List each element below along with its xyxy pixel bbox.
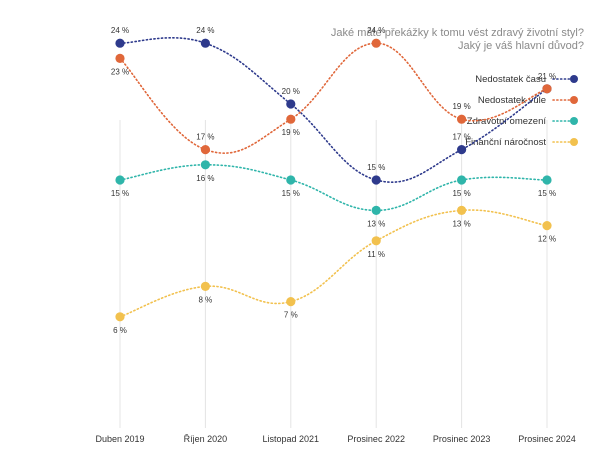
data-label: 13 %: [452, 219, 470, 228]
data-label: 15 %: [367, 163, 385, 172]
data-point: [371, 205, 381, 215]
legend-label: Zdravotní omezení: [467, 116, 547, 127]
data-label: 15 %: [452, 189, 470, 198]
data-label: 15 %: [538, 189, 556, 198]
legend-item: Zdravotní omezení: [467, 116, 578, 127]
data-label: 11 %: [367, 250, 385, 259]
data-label: 19 %: [282, 128, 300, 137]
data-label: 21 %: [538, 72, 556, 81]
data-point: [371, 175, 381, 185]
data-points: [115, 38, 552, 322]
data-label: 15 %: [111, 189, 129, 198]
data-label: 19 %: [452, 102, 470, 111]
data-point: [457, 114, 467, 124]
data-point: [371, 236, 381, 246]
data-point: [542, 84, 552, 94]
series-line: [119, 209, 548, 318]
data-point: [542, 221, 552, 231]
legend-item: Nedostatek času: [475, 74, 578, 85]
data-point: [200, 145, 210, 155]
legend-label: Nedostatek času: [475, 74, 546, 85]
x-axis-ticks: Duben 2019 Říjen 2020 Listopad 2021 Prosine…: [95, 434, 575, 444]
title-line-1: Jaké máte překážky k tomu vést zdravý ži…: [331, 27, 584, 39]
data-label: 7 %: [284, 311, 298, 320]
legend-marker: [570, 75, 578, 83]
data-point: [286, 114, 296, 124]
x-tick-label: Listopad 2021: [263, 434, 320, 444]
data-point: [200, 160, 210, 170]
legend-marker: [570, 138, 578, 146]
data-point: [115, 53, 125, 64]
legend-item: Nedostatek vůle: [478, 95, 578, 106]
data-point: [371, 38, 381, 48]
x-tick-label: Prosinec 2022: [347, 434, 405, 444]
data-label: 17 %: [452, 133, 470, 142]
legend-label: Nedostatek vůle: [478, 95, 546, 106]
data-point: [200, 38, 210, 48]
data-point: [457, 205, 467, 215]
x-tick-label: Prosinec 2023: [433, 434, 491, 444]
series-line: [119, 42, 548, 154]
legend-marker: [570, 117, 578, 125]
legend-item: Finanční náročnost: [465, 137, 578, 148]
title-line-2: Jaký je váš hlavní důvod?: [458, 40, 584, 52]
data-label: 24 %: [367, 26, 385, 35]
data-point: [457, 175, 467, 185]
x-tick-label: Duben 2019: [95, 434, 144, 444]
series-line: [119, 163, 548, 212]
data-label: 15 %: [282, 189, 300, 198]
data-label: 12 %: [538, 235, 556, 244]
data-point: [542, 175, 552, 185]
data-label: 20 %: [282, 87, 300, 96]
data-point: [286, 175, 296, 185]
data-point: [115, 175, 125, 185]
data-label: 24 %: [111, 26, 129, 35]
legend-label: Finanční náročnost: [465, 137, 546, 148]
x-tick-label: Prosinec 2024: [518, 434, 576, 444]
data-label: 23 %: [111, 67, 129, 76]
gridlines: [119, 120, 548, 428]
series-line: [119, 37, 548, 183]
legend-marker: [570, 96, 578, 104]
legend: Nedostatek času Nedostatek vůle Zdravotní …: [465, 74, 578, 148]
data-label: 13 %: [367, 219, 385, 228]
data-point: [457, 145, 467, 155]
data-label: 16 %: [196, 174, 214, 183]
data-point: [286, 297, 296, 307]
x-tick-label: Říjen 2020: [184, 434, 228, 444]
data-point: [115, 38, 125, 48]
data-point: [286, 99, 296, 109]
data-label: 17 %: [196, 133, 214, 142]
chart-title: Jaké máte překážky k tomu vést zdravý ži…: [331, 27, 584, 52]
data-label: 24 %: [196, 26, 214, 35]
data-point: [115, 312, 125, 322]
data-label: 8 %: [199, 295, 213, 304]
data-labels: 24 % 24 % 20 % 15 % 17 % 21 % 23 % 17 % 19 % 24 %…: [111, 26, 556, 335]
data-point: [200, 281, 210, 291]
data-label: 6 %: [113, 326, 127, 335]
